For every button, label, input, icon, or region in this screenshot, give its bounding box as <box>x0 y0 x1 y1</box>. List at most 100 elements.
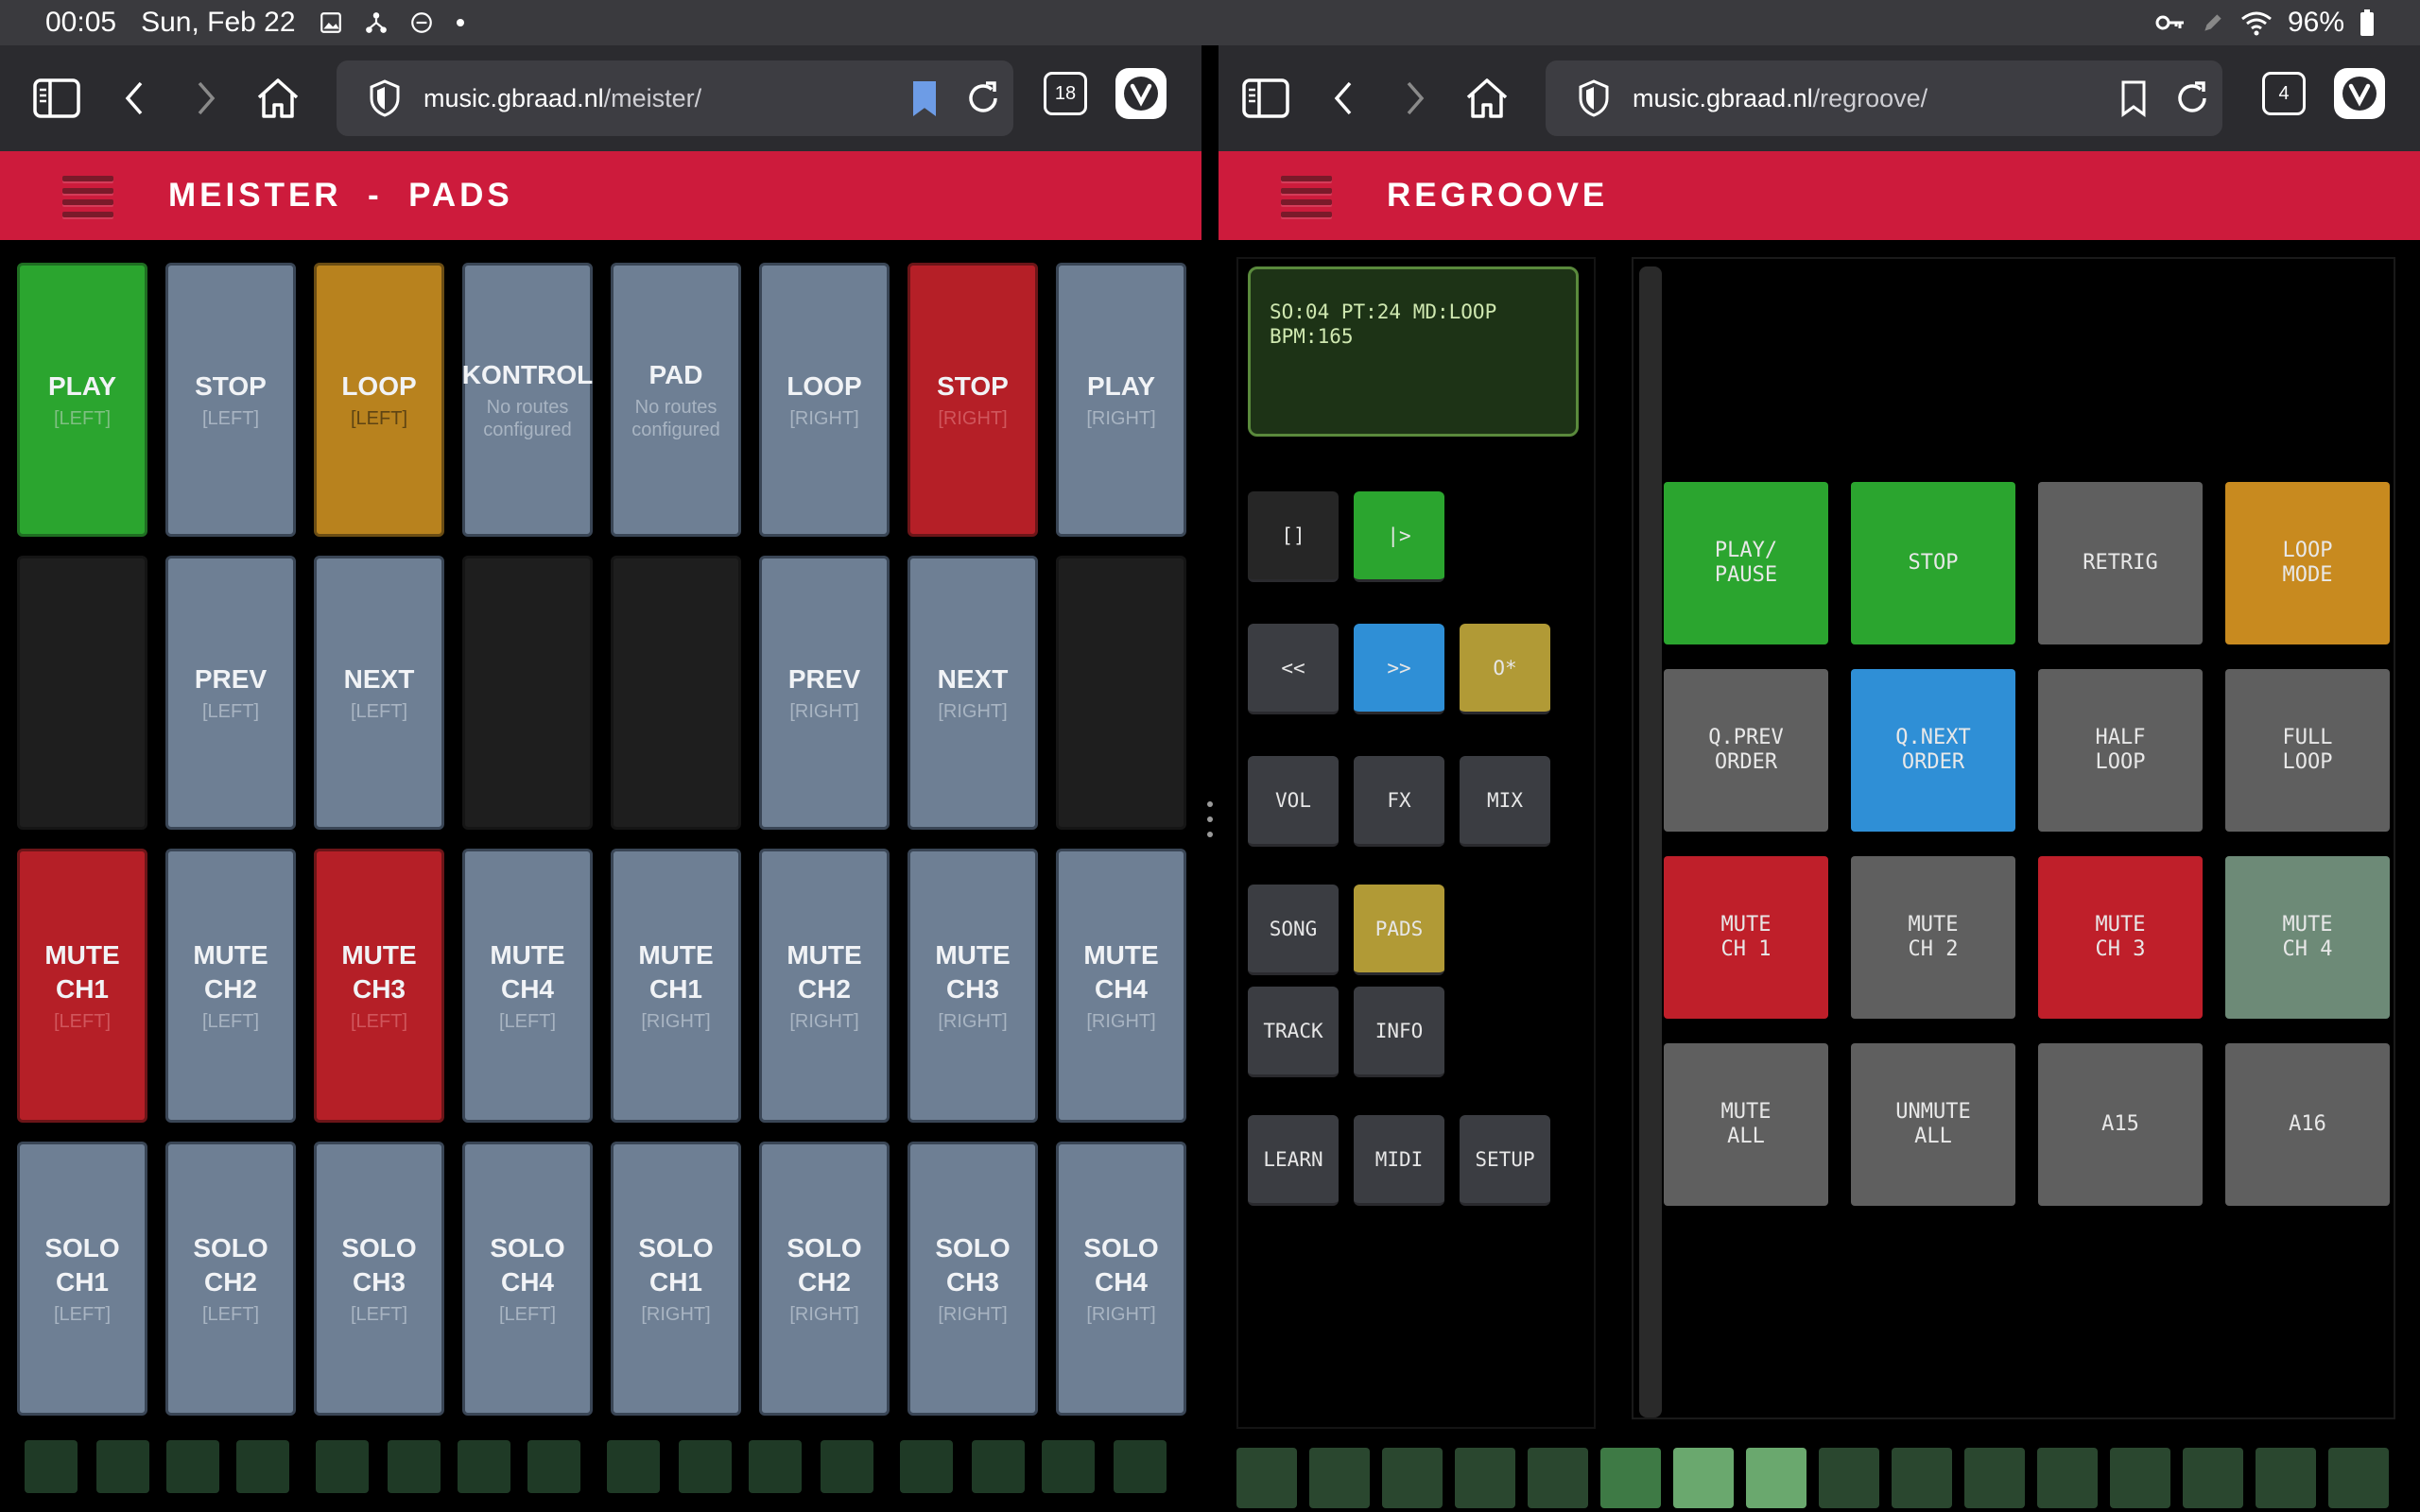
pad-6[interactable]: STOP [RIGHT] <box>908 263 1038 537</box>
forward-icon[interactable] <box>180 72 233 125</box>
side-button-learn[interactable]: LEARN <box>1248 1115 1339 1206</box>
reload-icon[interactable] <box>2173 79 2211 117</box>
pad-9[interactable]: PREV [LEFT] <box>165 556 296 830</box>
pad-18[interactable]: MUTE CH3 [LEFT] <box>314 849 444 1123</box>
regroove-pad-5[interactable]: Q.NEXT ORDER <box>1851 669 2015 832</box>
panel-toggle-icon[interactable] <box>30 72 83 125</box>
pad-21[interactable]: MUTE CH2 [RIGHT] <box>759 849 890 1123</box>
pad-label: PLAY <box>47 371 117 401</box>
pad-4[interactable]: PAD No routes configured <box>611 263 741 537</box>
side-button-o[interactable]: O* <box>1460 624 1550 714</box>
site-shield-icon[interactable] <box>1578 79 1610 117</box>
pad-14[interactable]: NEXT [RIGHT] <box>908 556 1038 830</box>
regroove-pad-7[interactable]: FULL LOOP <box>2225 669 2390 832</box>
address-bar[interactable]: music.gbraad.nl/regroove/ <box>1546 60 2222 136</box>
pad-23[interactable]: MUTE CH4 [RIGHT] <box>1056 849 1186 1123</box>
pad-10[interactable]: NEXT [LEFT] <box>314 556 444 830</box>
pad-sublabel: [RIGHT] <box>1086 1011 1156 1032</box>
regroove-pad-6[interactable]: HALF LOOP <box>2038 669 2203 832</box>
side-button-[interactable]: |> <box>1354 491 1444 582</box>
pad-label: MUTE CH3 <box>935 940 1011 1004</box>
pad-2[interactable]: LOOP [LEFT] <box>314 263 444 537</box>
url-text[interactable]: music.gbraad.nl/regroove/ <box>1633 60 1927 136</box>
pad-0[interactable]: PLAY [LEFT] <box>17 263 147 537</box>
pad-28[interactable]: SOLO CH1 [RIGHT] <box>611 1142 741 1416</box>
regroove-pad-14[interactable]: A15 <box>2038 1043 2203 1206</box>
pad-26[interactable]: SOLO CH3 [LEFT] <box>314 1142 444 1416</box>
split-screen-divider[interactable] <box>1201 45 1219 1512</box>
side-button-[interactable]: [] <box>1248 491 1339 582</box>
pad-label: MUTE CH1 <box>638 940 714 1004</box>
forward-icon[interactable] <box>1389 72 1442 125</box>
tab-counter[interactable]: 18 <box>1044 72 1087 115</box>
pad-31[interactable]: SOLO CH4 [RIGHT] <box>1056 1142 1186 1416</box>
regroove-pad-4[interactable]: Q.PREV ORDER <box>1664 669 1828 832</box>
regroove-pad-12[interactable]: MUTE ALL <box>1664 1043 1828 1206</box>
side-button-song[interactable]: SONG <box>1248 885 1339 975</box>
pad-29[interactable]: SOLO CH2 [RIGHT] <box>759 1142 890 1416</box>
side-button-midi[interactable]: MIDI <box>1354 1115 1444 1206</box>
side-button-mix[interactable]: MIX <box>1460 756 1550 847</box>
side-button-[interactable]: << <box>1248 624 1339 714</box>
regroove-indicator-led <box>1964 1448 2025 1508</box>
reload-icon[interactable] <box>964 79 1002 117</box>
side-button-fx[interactable]: FX <box>1354 756 1444 847</box>
side-button-vol[interactable]: VOL <box>1248 756 1339 847</box>
meister-indicator-led <box>316 1440 369 1493</box>
pad-19[interactable]: MUTE CH4 [LEFT] <box>462 849 593 1123</box>
regroove-pad-13[interactable]: UNMUTE ALL <box>1851 1043 2015 1206</box>
pad-20[interactable]: MUTE CH1 [RIGHT] <box>611 849 741 1123</box>
tab-counter[interactable]: 4 <box>2262 72 2306 115</box>
regroove-pad-1[interactable]: STOP <box>1851 482 2015 644</box>
battery-percent: 96% <box>2287 7 2344 38</box>
hamburger-menu-icon[interactable] <box>62 176 113 217</box>
pad-sublabel: [LEFT] <box>498 1011 556 1032</box>
regroove-pad-9[interactable]: MUTE CH 2 <box>1851 856 2015 1019</box>
meister-indicator-led <box>236 1440 289 1493</box>
pad-30[interactable]: SOLO CH3 [RIGHT] <box>908 1142 1038 1416</box>
hamburger-menu-icon[interactable] <box>1281 176 1332 217</box>
pad-25[interactable]: SOLO CH2 [LEFT] <box>165 1142 296 1416</box>
back-icon[interactable] <box>1317 72 1370 125</box>
pad-5[interactable]: LOOP [RIGHT] <box>759 263 890 537</box>
regroove-pad-8[interactable]: MUTE CH 1 <box>1664 856 1828 1019</box>
pad-7[interactable]: PLAY [RIGHT] <box>1056 263 1186 537</box>
vivaldi-menu-icon[interactable] <box>2334 68 2385 119</box>
volume-slider[interactable] <box>1639 266 1662 1418</box>
regroove-pad-15[interactable]: A16 <box>2225 1043 2390 1206</box>
vivaldi-menu-icon[interactable] <box>1115 68 1167 119</box>
pad-24[interactable]: SOLO CH1 [LEFT] <box>17 1142 147 1416</box>
pad-3[interactable]: KONTROL No routes configured <box>462 263 593 537</box>
pad-22[interactable]: MUTE CH3 [RIGHT] <box>908 849 1038 1123</box>
pad-13[interactable]: PREV [RIGHT] <box>759 556 890 830</box>
pad-15 <box>1056 556 1186 830</box>
regroove-pad-0[interactable]: PLAY/ PAUSE <box>1664 482 1828 644</box>
site-shield-icon[interactable] <box>369 79 401 117</box>
side-button-setup[interactable]: SETUP <box>1460 1115 1550 1206</box>
meister-indicator-led <box>1042 1440 1095 1493</box>
back-icon[interactable] <box>108 72 161 125</box>
address-bar[interactable]: music.gbraad.nl/meister/ <box>337 60 1013 136</box>
home-icon[interactable] <box>251 72 304 125</box>
pad-16[interactable]: MUTE CH1 [LEFT] <box>17 849 147 1123</box>
regroove-pad-2[interactable]: RETRIG <box>2038 482 2203 644</box>
panel-toggle-icon[interactable] <box>1239 72 1292 125</box>
pad-27[interactable]: SOLO CH4 [LEFT] <box>462 1142 593 1416</box>
pad-1[interactable]: STOP [LEFT] <box>165 263 296 537</box>
pad-sublabel: [RIGHT] <box>641 1011 711 1032</box>
bookmark-icon[interactable] <box>2120 79 2147 117</box>
regroove-pad-10[interactable]: MUTE CH 3 <box>2038 856 2203 1019</box>
url-text[interactable]: music.gbraad.nl/meister/ <box>424 60 701 136</box>
wifi-icon <box>2241 11 2272 36</box>
pad-17[interactable]: MUTE CH2 [LEFT] <box>165 849 296 1123</box>
side-button-[interactable]: >> <box>1354 624 1444 714</box>
side-button-info[interactable]: INFO <box>1354 987 1444 1077</box>
home-icon[interactable] <box>1461 72 1513 125</box>
pad-12 <box>611 556 741 830</box>
regroove-pad-11[interactable]: MUTE CH 4 <box>2225 856 2390 1019</box>
side-button-track[interactable]: TRACK <box>1248 987 1339 1077</box>
pad-label: MUTE CH4 <box>1083 940 1159 1004</box>
bookmark-icon[interactable] <box>911 79 938 117</box>
regroove-pad-3[interactable]: LOOP MODE <box>2225 482 2390 644</box>
side-button-pads[interactable]: PADS <box>1354 885 1444 975</box>
